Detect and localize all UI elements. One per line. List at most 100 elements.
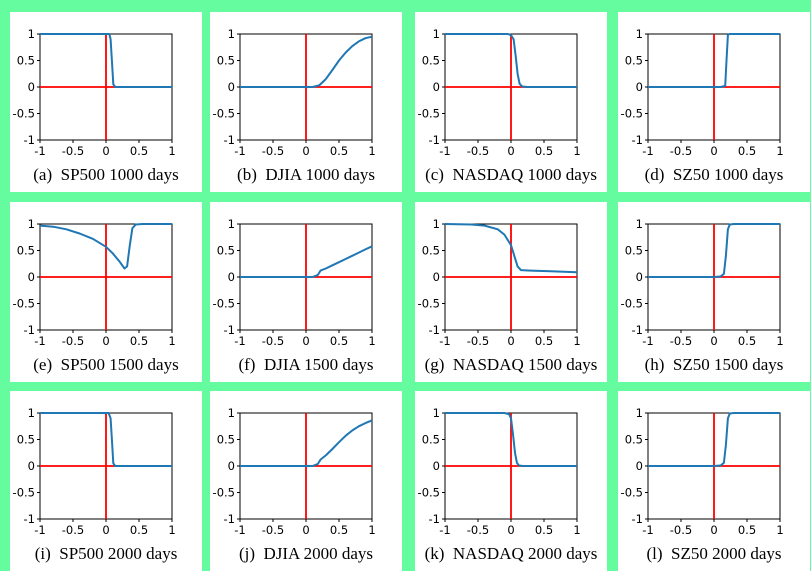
y-tick-label: 0 [636, 270, 643, 284]
x-tick-label: -0.5 [467, 334, 489, 348]
subplot-svg: -1 -0.5 0 0.5 1 1 0.5 0 -0.5 -1 [13, 406, 176, 537]
subplot-svg: -1 -0.5 0 0.5 1 1 0.5 0 -0.5 -1 [13, 27, 176, 158]
subplot-svg: -1 -0.5 0 0.5 1 1 0.5 0 -0.5 -1 [418, 406, 581, 537]
x-tick-label: 1 [573, 523, 580, 537]
y-tick-label: 0.5 [422, 244, 440, 258]
subplot-svg: -1 -0.5 0 0.5 1 1 0.5 0 -0.5 -1 [621, 217, 784, 348]
x-tick-label: -0.5 [670, 334, 692, 348]
x-tick-label: 1 [776, 523, 783, 537]
x-tick-label: 0 [507, 523, 514, 537]
x-tick-label: 0.5 [738, 523, 756, 537]
x-tick-label: -0.5 [467, 144, 489, 158]
x-tick-label: -1 [234, 523, 245, 537]
subplot-svg: -1 -0.5 0 0.5 1 1 0.5 0 -0.5 -1 [621, 406, 784, 537]
subplot-caption: (l) SZ50 2000 days [618, 537, 810, 571]
y-tick-label: -0.5 [621, 486, 643, 500]
x-tick-label: -1 [642, 334, 653, 348]
subplot-title: DJIA 1000 days [265, 165, 375, 184]
y-tick-label: 1 [433, 27, 440, 41]
y-tick-label: 1 [228, 406, 235, 420]
x-tick-label: 1 [573, 334, 580, 348]
subplot-letter: (d) [644, 165, 665, 184]
x-tick-label: 1 [168, 334, 175, 348]
x-tick-label: 0 [302, 334, 309, 348]
y-tick-label: 0 [228, 270, 235, 284]
x-tick-label: 0.5 [738, 144, 756, 158]
subplot-svg: -1 -0.5 0 0.5 1 1 0.5 0 -0.5 -1 [418, 27, 581, 158]
subplot-letter: (a) [33, 165, 53, 184]
series-line [648, 223, 780, 278]
y-tick-label: 0 [228, 80, 235, 94]
y-tick-label: -0.5 [213, 297, 235, 311]
subplot-title: NASDAQ 1000 days [452, 165, 597, 184]
x-tick-label: -0.5 [670, 144, 692, 158]
subplot-caption: (e) SP500 1500 days [10, 348, 202, 382]
y-tick-label: 0 [228, 459, 235, 473]
x-tick-label: -0.5 [262, 334, 284, 348]
series-line [648, 33, 780, 88]
subplot-caption: (b) DJIA 1000 days [210, 158, 402, 192]
subplot-letter: (i) [34, 544, 51, 563]
subplot-caption: (h) SZ50 1500 days [618, 348, 810, 382]
y-tick-label: -0.5 [13, 107, 35, 121]
y-tick-label: 0 [636, 459, 643, 473]
x-tick-label: -0.5 [670, 523, 692, 537]
y-tick-label: -0.5 [13, 486, 35, 500]
y-tick-label: 0 [433, 270, 440, 284]
x-tick-label: -1 [642, 523, 653, 537]
x-tick-label: -0.5 [62, 523, 84, 537]
subplot-panel: -1 -0.5 0 0.5 1 1 0.5 0 -0.5 -1 (e) SP500 1500 day… [10, 202, 202, 382]
subplot-caption: (a) SP500 1000 days [10, 158, 202, 192]
x-tick-label: -0.5 [62, 144, 84, 158]
subplot-title: NASDAQ 2000 days [452, 544, 598, 563]
x-tick-label: 0 [302, 523, 309, 537]
subplot-title: SZ50 1000 days [672, 165, 784, 184]
y-tick-label: 0.5 [625, 244, 643, 258]
x-tick-label: -0.5 [467, 523, 489, 537]
y-tick-label: 0.5 [625, 54, 643, 68]
y-tick-label: 1 [228, 217, 235, 231]
x-tick-label: 0 [507, 334, 514, 348]
x-tick-label: -0.5 [262, 144, 284, 158]
subplot-panel: -1 -0.5 0 0.5 1 1 0.5 0 -0.5 -1 (k) NASDAQ 2000 da… [415, 391, 607, 571]
y-tick-label: -1 [24, 512, 35, 526]
x-tick-label: -0.5 [62, 334, 84, 348]
y-tick-label: 0.5 [625, 433, 643, 447]
subplot-svg: -1 -0.5 0 0.5 1 1 0.5 0 -0.5 -1 [213, 217, 376, 348]
subplot-caption: (d) SZ50 1000 days [618, 158, 810, 192]
subplot-caption: (g) NASDAQ 1500 days [415, 348, 607, 382]
x-tick-label: 1 [368, 334, 375, 348]
y-tick-label: -0.5 [621, 107, 643, 121]
series-line [240, 419, 373, 467]
subplot-svg: -1 -0.5 0 0.5 1 1 0.5 0 -0.5 -1 [621, 27, 784, 158]
y-tick-label: -1 [24, 133, 35, 147]
y-tick-label: -1 [224, 512, 235, 526]
y-tick-label: 0 [636, 80, 643, 94]
subplot-panel: -1 -0.5 0 0.5 1 1 0.5 0 -0.5 -1 (d) SZ50 1000 days [618, 12, 810, 192]
y-tick-label: -0.5 [418, 107, 440, 121]
y-tick-label: 1 [636, 217, 643, 231]
y-tick-label: -1 [224, 323, 235, 337]
y-tick-label: -1 [632, 512, 643, 526]
x-tick-label: 0.5 [738, 334, 756, 348]
series-line [40, 412, 172, 467]
series-line [445, 33, 577, 88]
y-tick-label: 0 [28, 270, 35, 284]
subplot-panel: -1 -0.5 0 0.5 1 1 0.5 0 -0.5 -1 (g) NASDAQ 1500 da… [415, 202, 607, 382]
y-tick-label: -0.5 [418, 486, 440, 500]
subplot-panel: -1 -0.5 0 0.5 1 1 0.5 0 -0.5 -1 (j) DJIA 2000 days [210, 391, 402, 571]
subplot-title: SP500 2000 days [59, 544, 178, 563]
y-tick-label: -1 [24, 323, 35, 337]
y-tick-label: 0.5 [422, 54, 440, 68]
x-tick-label: -1 [439, 523, 450, 537]
subplot-caption: (f) DJIA 1500 days [210, 348, 402, 382]
x-tick-label: -1 [34, 523, 45, 537]
subplot-title: NASDAQ 1500 days [452, 355, 598, 374]
subplot-panel: -1 -0.5 0 0.5 1 1 0.5 0 -0.5 -1 (b) DJIA 1000 days [210, 12, 402, 192]
y-tick-label: 1 [28, 27, 35, 41]
series-line [445, 412, 577, 467]
subplot-letter: (e) [33, 355, 53, 374]
y-tick-label: -0.5 [213, 486, 235, 500]
subplot-title: SZ50 1500 days [672, 355, 784, 374]
